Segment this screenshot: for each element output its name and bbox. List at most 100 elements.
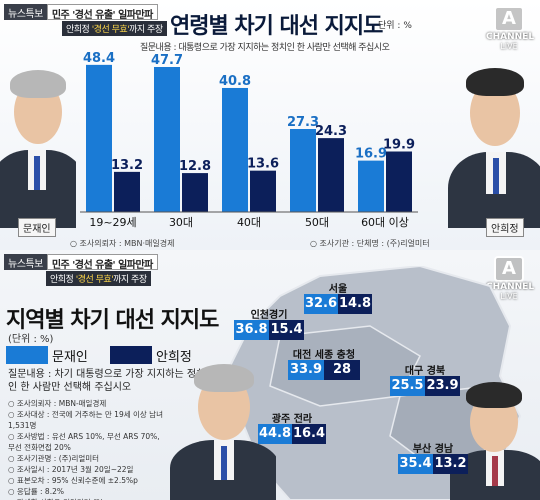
- ahn-hee-jung-photo: [446, 56, 540, 228]
- region-moon-value-0: 32.6: [304, 294, 338, 314]
- region-moon-value-3: 25.5: [390, 376, 425, 396]
- footer-agency: ○ 조사기관 : 단체명 : (주)리얼미터: [310, 239, 430, 248]
- sub-highlight-2: '경선 무효': [75, 275, 114, 285]
- age-tick-3: 50대: [305, 216, 329, 229]
- moon-jae-in-photo-2: [166, 360, 276, 500]
- age-tick-0: 19~29세: [89, 216, 136, 229]
- bar-value-1-2: 13.6: [247, 157, 279, 172]
- bar-value-0-4: 16.9: [355, 147, 387, 162]
- bar-value-0-3: 27.3: [287, 115, 319, 130]
- region-moon-value-4: 44.8: [258, 424, 292, 444]
- age-tick-4: 60대 이상: [361, 216, 409, 229]
- sub-pre: 안희정: [66, 25, 92, 35]
- channel-a-icon: A: [494, 6, 524, 32]
- survey-note-5: ○ 표본오차 : 95% 신뢰수준에 ±2.5%p: [8, 476, 138, 485]
- survey-notes: ○ 조사의뢰자 : MBN-매일경제 ○ 조사대상 : 전국에 거주하는 만 19…: [8, 398, 168, 500]
- bar-value-1-4: 19.9: [383, 138, 415, 153]
- survey-note-0: ○ 조사의뢰자 : MBN-매일경제: [8, 399, 107, 408]
- channel-logo: A CHANNEL LIVE: [486, 6, 535, 51]
- region-chart-question: 질문내용 : 차기 대통령으로 가장 지지하는 정치인 한 사람만 선택해 주십…: [8, 369, 206, 393]
- region-name-4: 광주 전라: [271, 414, 313, 425]
- region-2: 대전 세종 충청 33.9 28: [288, 346, 360, 382]
- bar-0-4: [358, 160, 384, 212]
- sub-highlight: '경선 무효': [91, 25, 130, 35]
- region-moon-value-5: 35.4: [398, 454, 433, 474]
- bar-value-0-0: 48.4: [83, 51, 115, 66]
- live-label: LIVE: [500, 42, 518, 51]
- region-1: 인천경기 36.8 15.4: [234, 306, 304, 342]
- moon-name-tag: 문재인: [18, 218, 56, 237]
- region-name-2: 대전 세종 충청: [292, 350, 356, 361]
- age-chart-title: 연령별 차기 대선 지지도: [170, 14, 383, 39]
- region-moon-value-2: 33.9: [288, 360, 324, 380]
- channel-a-icon-2: A: [494, 256, 524, 282]
- region-5: 부산 경남 35.4 13.2: [398, 440, 468, 476]
- bar-0-0: [86, 64, 112, 212]
- bar-value-1-3: 24.3: [315, 124, 347, 139]
- region-ahn-value-0: 14.8: [338, 294, 372, 314]
- bar-1-0: [114, 171, 140, 212]
- region-ahn-value-1: 15.4: [269, 320, 304, 340]
- legend-moon-swatch: [6, 346, 48, 364]
- live-label-2: LIVE: [500, 292, 518, 301]
- news-badge-tag: 뉴스특보: [4, 4, 47, 20]
- sub-post-2: 까지 주장: [113, 275, 147, 285]
- moon-jae-in-photo: [0, 58, 76, 228]
- region-0: 서울 32.6 14.8: [304, 280, 372, 316]
- news-badge: 뉴스특보 민주 '경선 유출' 일파만파: [4, 4, 158, 21]
- legend-ahn: 안희정: [110, 346, 192, 365]
- bar-value-1-0: 13.2: [111, 158, 143, 173]
- survey-note-7: ○ 자세한 사항은 리얼미터 또는: [8, 497, 168, 500]
- survey-note-1: ○ 조사대상 : 전국에 거주하는 만 19세 이상 남녀 1,531명: [8, 410, 163, 430]
- channel-name: CHANNEL: [486, 32, 535, 42]
- region-chart-panel: 뉴스특보 민주 '경선 유출' 일파만파 안희정 '경선 무효'까지 주장 A …: [0, 250, 540, 500]
- footer-sponsor: ○ 조사의뢰자 : MBN·매일경제: [70, 239, 175, 248]
- bar-value-0-1: 47.7: [151, 53, 183, 68]
- region-ahn-value-2: 28: [324, 360, 360, 380]
- bar-1-1: [182, 173, 208, 212]
- region-name-1: 인천경기: [250, 310, 288, 321]
- region-4: 광주 전라 44.8 16.4: [258, 410, 326, 446]
- survey-note-6: ○ 응답률 : 8.2%: [8, 487, 64, 496]
- bar-value-1-1: 12.8: [179, 159, 211, 174]
- news-headline: 민주 '경선 유출' 일파만파: [46, 4, 158, 21]
- survey-note-4: ○ 조사일시 : 2017년 3월 20일~22일: [8, 465, 134, 474]
- bar-0-3: [290, 129, 316, 212]
- survey-note-3: ○ 조사기관명 : (주)리얼미터: [8, 454, 100, 463]
- news-badge-tag-2: 뉴스특보: [4, 254, 47, 270]
- bar-1-4: [386, 151, 412, 212]
- bar-1-3: [318, 138, 344, 212]
- age-chart-question: 질문내용 : 대통령으로 가장 지지하는 정치인 한 사람만 선택해 주십시오: [140, 43, 390, 53]
- channel-logo-2: A CHANNEL LIVE: [486, 256, 534, 301]
- survey-note-2: ○ 조사방법 : 유선 ARS 10%, 무선 ARS 70%, 무선 전화면접…: [8, 432, 160, 452]
- age-tick-1: 30대: [169, 216, 193, 229]
- region-name-3: 대구 경북: [404, 366, 446, 377]
- legend-moon: 문재인: [6, 346, 88, 365]
- news-subheadline: 안희정 '경선 무효'까지 주장: [62, 21, 167, 36]
- bar-0-1: [154, 66, 180, 212]
- sub-pre-2: 안희정: [50, 275, 76, 285]
- bar-0-2: [222, 87, 248, 212]
- region-ahn-value-3: 23.9: [425, 376, 460, 396]
- bar-1-2: [250, 170, 276, 212]
- age-chart-panel: 뉴스특보 민주 '경선 유출' 일파만파 안희정 '경선 무효'까지 주장 A …: [0, 0, 540, 250]
- region-ahn-value-5: 13.2: [433, 454, 468, 474]
- region-3: 대구 경북 25.5 23.9: [390, 362, 460, 398]
- age-tick-2: 40대: [237, 216, 261, 229]
- region-name-5: 부산 경남: [412, 444, 454, 455]
- region-moon-value-1: 36.8: [234, 320, 269, 340]
- bar-value-0-2: 40.8: [219, 74, 251, 89]
- news-badge-2: 뉴스특보 민주 '경선 유출' 일파만파: [4, 254, 158, 271]
- region-name-0: 서울: [328, 284, 348, 295]
- region-ahn-value-4: 16.4: [292, 424, 326, 444]
- legend-moon-label: 문재인: [52, 349, 88, 365]
- age-bar-chart: 48.4 13.2 19~29세 47.7 12.8 30대 40.8 13.6 40대 27.3…: [80, 51, 418, 229]
- region-chart-unit: (단위 : %): [8, 334, 54, 345]
- age-chart-unit: 단위 : %: [378, 21, 412, 31]
- sub-post: 까지 주장: [129, 25, 163, 35]
- legend-ahn-swatch: [110, 346, 152, 364]
- news-headline-2: 민주 '경선 유출' 일파만파: [46, 254, 158, 271]
- news-subheadline-2: 안희정 '경선 무효'까지 주장: [46, 271, 151, 286]
- ahn-name-tag: 안희정: [486, 218, 524, 237]
- legend-ahn-label: 안희정: [156, 349, 192, 365]
